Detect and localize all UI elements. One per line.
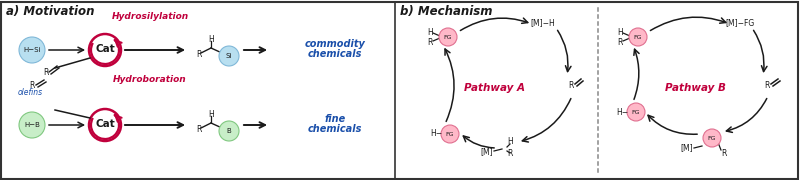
Text: H−: H− <box>430 129 442 138</box>
Text: Pathway A: Pathway A <box>465 83 526 93</box>
Text: commodity: commodity <box>305 39 366 49</box>
Text: a) Motivation: a) Motivation <box>6 5 94 18</box>
Text: [M]: [M] <box>680 143 693 152</box>
Circle shape <box>629 28 647 46</box>
Text: Hydrosilylation: Hydrosilylation <box>111 12 189 21</box>
Text: R: R <box>722 150 726 159</box>
Text: H−B: H−B <box>24 122 40 128</box>
Circle shape <box>703 129 721 147</box>
Text: R: R <box>764 80 770 89</box>
Text: R: R <box>507 150 513 159</box>
Text: FG: FG <box>444 35 452 39</box>
Text: FG: FG <box>708 136 716 141</box>
Text: H−: H− <box>616 107 628 116</box>
Text: R: R <box>618 37 622 46</box>
Text: H: H <box>208 109 214 118</box>
Text: R: R <box>196 125 202 134</box>
Text: FG: FG <box>632 109 640 114</box>
Text: chemicals: chemicals <box>308 124 362 134</box>
Text: Hydroboration: Hydroboration <box>113 75 187 84</box>
Text: [M]−FG: [M]−FG <box>726 19 754 28</box>
Text: chemicals: chemicals <box>308 49 362 59</box>
Circle shape <box>219 121 239 141</box>
Circle shape <box>627 103 645 121</box>
Text: R: R <box>196 50 202 59</box>
Text: H: H <box>208 35 214 44</box>
Text: R: R <box>427 37 433 46</box>
Text: Pathway B: Pathway B <box>665 83 726 93</box>
Circle shape <box>439 28 457 46</box>
Text: Cat: Cat <box>95 44 115 54</box>
Text: FG: FG <box>446 132 454 136</box>
Text: H: H <box>507 138 513 147</box>
Circle shape <box>19 112 45 138</box>
Circle shape <box>89 34 121 66</box>
Text: b) Mechanism: b) Mechanism <box>400 5 493 18</box>
Text: Si: Si <box>226 53 232 59</box>
Circle shape <box>89 109 121 141</box>
Text: [M]: [M] <box>480 147 493 156</box>
Text: H: H <box>617 28 623 37</box>
Text: [M]−H: [M]−H <box>530 19 555 28</box>
Text: fine: fine <box>324 114 346 124</box>
Text: B: B <box>226 128 231 134</box>
Text: olefins: olefins <box>18 87 42 96</box>
Text: R: R <box>43 68 49 76</box>
Text: Cat: Cat <box>95 119 115 129</box>
Text: H: H <box>427 28 433 37</box>
Text: R: R <box>568 80 574 89</box>
Text: R: R <box>30 80 34 89</box>
Circle shape <box>219 46 239 66</box>
Circle shape <box>441 125 459 143</box>
Circle shape <box>19 37 45 63</box>
Text: H−Si: H−Si <box>23 47 41 53</box>
Text: FG: FG <box>634 35 642 39</box>
